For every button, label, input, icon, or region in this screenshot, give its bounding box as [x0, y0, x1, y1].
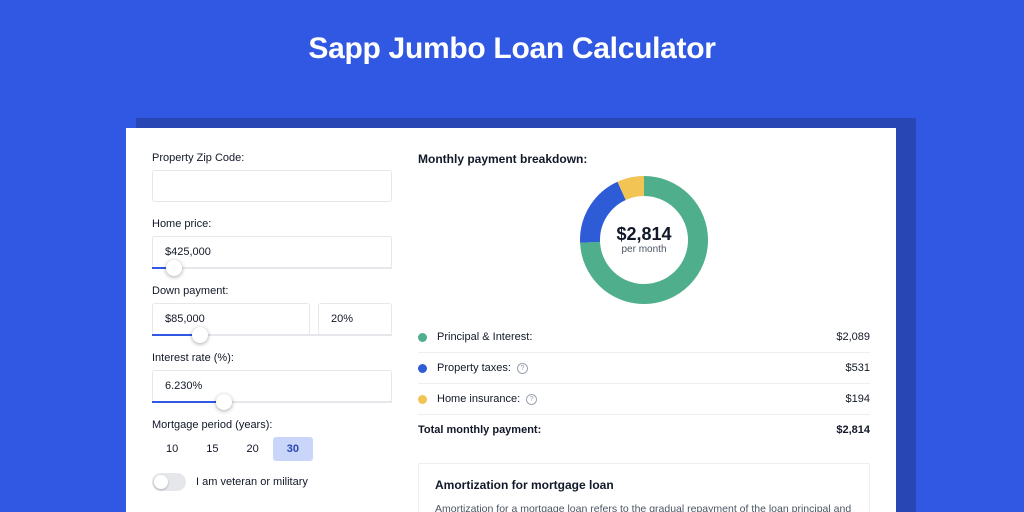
legend-value: $531 — [846, 362, 870, 374]
legend-swatch — [418, 395, 427, 404]
legend-label: Home insurance:? — [437, 393, 846, 405]
donut-chart-wrap: $2,814 per month — [418, 176, 870, 304]
home-price-slider[interactable] — [152, 267, 392, 269]
zip-label: Property Zip Code: — [152, 152, 392, 164]
info-icon[interactable]: ? — [517, 363, 528, 374]
mortgage-period-field: Mortgage period (years): 10152030 — [152, 419, 392, 461]
zip-input[interactable] — [152, 170, 392, 202]
calculator-card: Property Zip Code: Home price: Down paym… — [126, 128, 896, 512]
interest-rate-field: Interest rate (%): — [152, 352, 392, 403]
veteran-toggle-row: I am veteran or military — [152, 473, 392, 491]
info-icon[interactable]: ? — [526, 394, 537, 405]
breakdown-column: Monthly payment breakdown: $2,814 per mo… — [418, 152, 870, 492]
amortization-body: Amortization for a mortgage loan refers … — [435, 502, 853, 512]
form-column: Property Zip Code: Home price: Down paym… — [152, 152, 392, 492]
slider-thumb[interactable] — [192, 327, 208, 343]
zip-field: Property Zip Code: — [152, 152, 392, 202]
down-payment-amount-input[interactable] — [152, 303, 310, 335]
donut-chart: $2,814 per month — [580, 176, 708, 304]
legend-total-label: Total monthly payment: — [418, 424, 836, 436]
down-payment-field: Down payment: — [152, 285, 392, 336]
mortgage-period-option[interactable]: 15 — [192, 437, 232, 461]
amortization-title: Amortization for mortgage loan — [435, 478, 853, 492]
interest-rate-label: Interest rate (%): — [152, 352, 392, 364]
legend-label: Principal & Interest: — [437, 331, 836, 343]
toggle-knob — [154, 475, 168, 489]
legend: Principal & Interest:$2,089Property taxe… — [418, 322, 870, 445]
legend-total-value: $2,814 — [836, 424, 870, 436]
legend-label: Property taxes:? — [437, 362, 846, 374]
legend-swatch — [418, 333, 427, 342]
slider-thumb[interactable] — [216, 394, 232, 410]
down-payment-pct-input[interactable] — [318, 303, 392, 335]
legend-row: Home insurance:?$194 — [418, 384, 870, 415]
slider-thumb[interactable] — [166, 260, 182, 276]
home-price-field: Home price: — [152, 218, 392, 269]
interest-rate-slider[interactable] — [152, 401, 392, 403]
donut-center: $2,814 per month — [580, 176, 708, 304]
legend-row: Property taxes:?$531 — [418, 353, 870, 384]
mortgage-period-option[interactable]: 20 — [233, 437, 273, 461]
breakdown-title: Monthly payment breakdown: — [418, 152, 870, 166]
down-payment-label: Down payment: — [152, 285, 392, 297]
down-payment-slider[interactable] — [152, 334, 392, 336]
legend-row: Principal & Interest:$2,089 — [418, 322, 870, 353]
legend-total-row: Total monthly payment:$2,814 — [418, 415, 870, 445]
legend-value: $194 — [846, 393, 870, 405]
mortgage-period-segments: 10152030 — [152, 437, 392, 461]
interest-rate-input[interactable] — [152, 370, 392, 402]
legend-swatch — [418, 364, 427, 373]
mortgage-period-label: Mortgage period (years): — [152, 419, 392, 431]
legend-value: $2,089 — [836, 331, 870, 343]
amortization-section: Amortization for mortgage loan Amortizat… — [418, 463, 870, 512]
mortgage-period-option[interactable]: 30 — [273, 437, 313, 461]
donut-amount: $2,814 — [616, 225, 671, 245]
mortgage-period-option[interactable]: 10 — [152, 437, 192, 461]
veteran-toggle[interactable] — [152, 473, 186, 491]
page-title: Sapp Jumbo Loan Calculator — [308, 32, 715, 66]
home-price-input[interactable] — [152, 236, 392, 268]
home-price-label: Home price: — [152, 218, 392, 230]
veteran-label: I am veteran or military — [196, 476, 308, 488]
donut-sub: per month — [621, 244, 666, 255]
